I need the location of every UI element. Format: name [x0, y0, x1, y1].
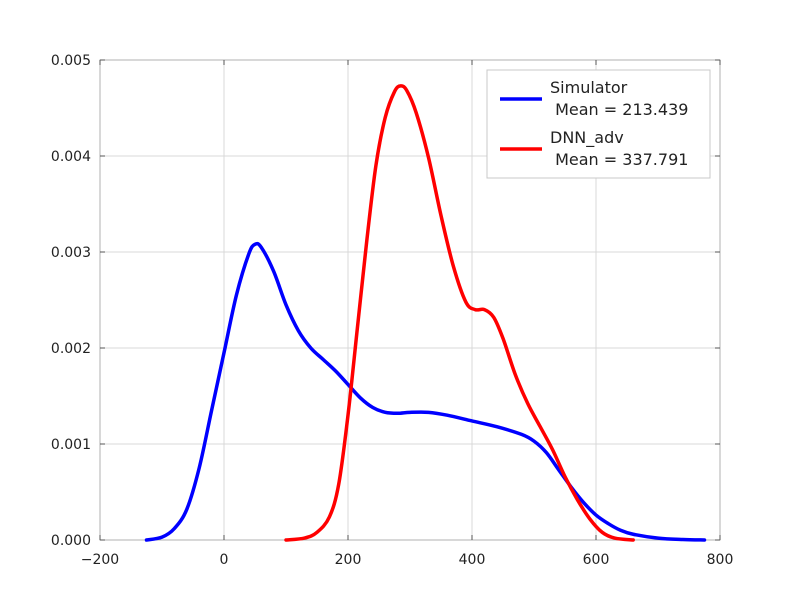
y-tick-label: 0.002 — [51, 341, 91, 357]
x-tick-label: 600 — [583, 552, 610, 568]
y-tick-label: 0.003 — [51, 245, 91, 261]
x-tick-label: −200 — [81, 552, 119, 568]
x-tick-label: 400 — [459, 552, 486, 568]
x-tick-label: 0 — [220, 552, 229, 568]
series-line-0 — [144, 241, 707, 542]
legend-label-0: Simulator Mean = 213.439 — [550, 78, 688, 119]
y-tick-label: 0.000 — [51, 533, 91, 549]
series-layer — [144, 84, 707, 542]
y-tick-label: 0.005 — [51, 53, 91, 69]
plot-frame — [99, 59, 721, 541]
x-tick-label: 800 — [707, 552, 734, 568]
y-tick-label: 0.004 — [51, 149, 91, 165]
legend: Simulator Mean = 213.439 DNN_adv Mean = 3… — [486, 69, 711, 179]
axis-ticks: −200 0 200 400 600 800 0.000 0.001 0.002 0.003 0.0… — [51, 53, 733, 568]
legend-label-1: DNN_adv Mean = 337.791 — [550, 128, 688, 169]
series-line-1 — [284, 84, 635, 542]
y-tick-label: 0.001 — [51, 437, 91, 453]
legend-box — [486, 69, 711, 179]
x-tick-label: 200 — [335, 552, 362, 568]
